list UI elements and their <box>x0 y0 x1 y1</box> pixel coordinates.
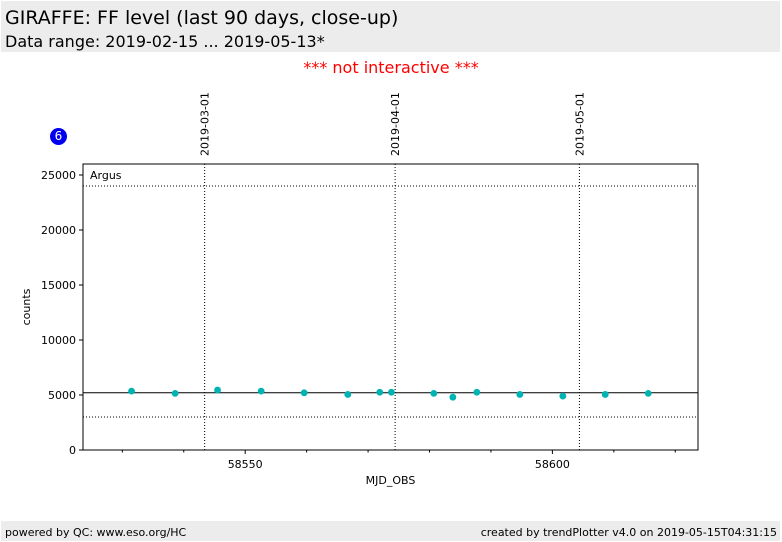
data-point-14 <box>644 389 652 397</box>
created-by-text: created by trendPlotter v4.0 on 2019-05-… <box>480 526 777 539</box>
x-axis-label: MJD_OBS <box>366 474 416 487</box>
plot-area <box>83 164 698 450</box>
data-point-1 <box>171 389 179 397</box>
y-tick-label-2: 10000 <box>41 334 76 347</box>
y-axis-label: counts <box>20 288 33 325</box>
data-point-11 <box>516 391 524 398</box>
x-tick-label-1: 58600 <box>535 458 570 471</box>
plot-number-badge: 6 <box>50 128 67 145</box>
y-tick-label-3: 15000 <box>41 279 76 292</box>
date-marker-label-2: 2019-05-01 <box>573 92 586 156</box>
y-tick-label-1: 5000 <box>48 389 76 402</box>
y-tick-label-0: 0 <box>69 444 76 457</box>
date-marker-label-1: 2019-04-01 <box>389 92 402 156</box>
plot-frame <box>82 163 699 451</box>
x-tick-label-0: 58550 <box>228 458 263 471</box>
y-tick-label-4: 20000 <box>41 224 76 237</box>
data-point-7 <box>388 388 395 396</box>
header-bar: GIRAFFE: FF level (last 90 days, close-u… <box>1 1 780 52</box>
data-point-10 <box>473 388 481 396</box>
data-point-4 <box>300 389 308 397</box>
data-point-0 <box>128 387 135 395</box>
data-point-2 <box>214 386 221 394</box>
data-point-6 <box>376 388 384 396</box>
data-point-3 <box>257 387 265 395</box>
data-point-8 <box>430 389 438 397</box>
data-point-13 <box>601 391 609 398</box>
data-point-12 <box>559 392 567 400</box>
y-tick-label-5: 25000 <box>41 169 76 182</box>
powered-by-text: powered by QC: www.eso.org/HC <box>5 526 187 539</box>
panel-label: Argus <box>90 169 122 182</box>
data-range-subtitle: Data range: 2019-02-15 ... 2019-05-13* <box>5 32 325 51</box>
date-marker-label-0: 2019-03-01 <box>199 92 212 156</box>
data-point-9 <box>449 393 457 401</box>
page-title: GIRAFFE: FF level (last 90 days, close-u… <box>5 7 399 29</box>
data-point-5 <box>344 391 352 398</box>
not-interactive-notice: *** not interactive *** <box>303 58 479 77</box>
footer-bar: powered by QC: www.eso.org/HC created by… <box>1 521 780 541</box>
